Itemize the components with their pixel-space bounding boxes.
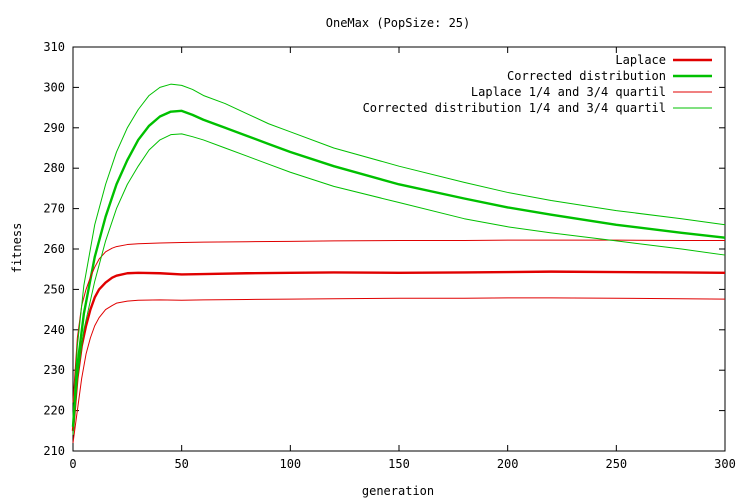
legend-label: Laplace 1/4 and 3/4 quartil [471,85,666,99]
y-tick-label: 240 [43,323,65,337]
x-tick-label: 50 [174,457,188,471]
series-line-2 [71,109,726,427]
y-tick-label: 290 [43,121,65,135]
y-tick-label: 280 [43,161,65,175]
series-line-1 [71,270,726,431]
legend-label: Corrected distribution [507,69,666,83]
series-layer [71,83,726,443]
series-line-4 [72,83,726,419]
y-tick-label: 310 [43,40,65,54]
x-axis-label: generation [362,484,434,498]
y-tick-label: 250 [43,282,65,296]
y-tick-label: 230 [43,363,65,377]
y-axis-label: fitness [10,223,24,274]
x-tick-label: 200 [497,457,519,471]
y-tick-label: 220 [43,404,65,418]
legend-label: Corrected distribution 1/4 and 3/4 quart… [363,101,666,115]
series-line-3 [72,239,725,403]
x-tick-label: 150 [388,457,410,471]
y-tick-label: 300 [43,80,65,94]
series-line-4-lower [72,133,726,435]
x-tick-label: 100 [279,457,301,471]
legend: Laplace Corrected distribution Laplace 1/4… [363,53,712,115]
series-line-3-lower [72,297,726,443]
axis-ticks: 210 220 230 240 250 260 270 280 290 300 310 0 50 100 1… [43,40,736,471]
y-tick-label: 210 [43,444,65,458]
y-tick-label: 260 [43,242,65,256]
y-tick-label: 270 [43,202,65,216]
x-tick-label: 0 [69,457,76,471]
x-tick-label: 250 [605,457,627,471]
chart-title: OneMax (PopSize: 25) [326,16,471,30]
x-tick-label: 300 [714,457,736,471]
legend-label: Laplace [615,53,666,67]
